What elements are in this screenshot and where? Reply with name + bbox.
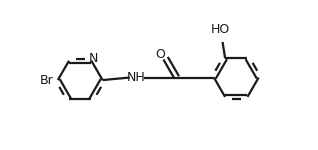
Text: NH: NH — [127, 71, 146, 84]
Text: Br: Br — [40, 74, 54, 87]
Text: HO: HO — [211, 23, 230, 36]
Text: N: N — [89, 52, 99, 65]
Text: O: O — [156, 48, 165, 61]
